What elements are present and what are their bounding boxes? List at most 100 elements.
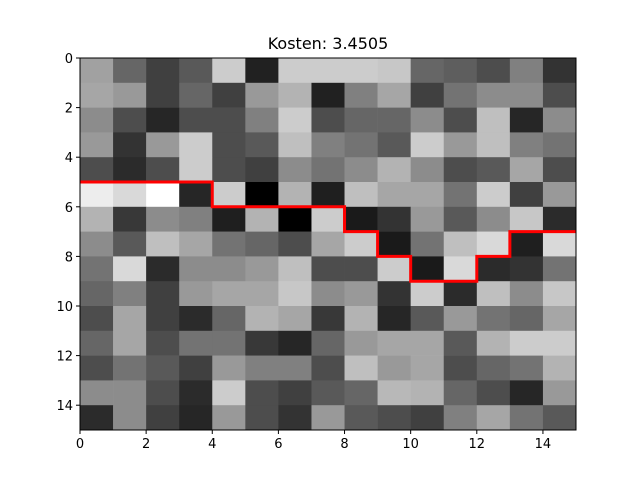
heatmap-cell — [443, 132, 478, 158]
heatmap-cell — [542, 306, 577, 332]
heatmap-cell — [311, 405, 345, 431]
heatmap-cell — [509, 132, 544, 158]
heatmap-cell — [410, 132, 445, 158]
heatmap-cell — [311, 107, 345, 133]
heatmap-cell — [146, 281, 180, 307]
heatmap-cell — [410, 355, 445, 381]
heatmap-cell — [245, 132, 279, 158]
heatmap-cell — [212, 206, 246, 232]
heatmap-cell — [542, 107, 577, 133]
heatmap-cell — [410, 82, 445, 108]
chart-title: Kosten: 3.4505 — [268, 34, 389, 53]
heatmap-cell — [245, 82, 279, 108]
heatmap-cell — [443, 58, 478, 84]
heatmap-cell — [179, 330, 213, 356]
heatmap-cell — [542, 405, 577, 431]
heatmap-cell — [311, 132, 345, 158]
heatmap-cell — [245, 231, 279, 257]
heatmap-cell — [542, 58, 577, 84]
heatmap-cell — [179, 306, 213, 332]
heatmap-cell — [113, 157, 147, 183]
heatmap-cell — [410, 256, 445, 282]
heatmap-cell — [377, 355, 411, 381]
heatmap-cell — [377, 330, 411, 356]
heatmap-cell — [443, 82, 478, 108]
heatmap-cell — [311, 306, 345, 332]
heatmap-cell — [509, 256, 544, 282]
x-tick-label: 8 — [340, 437, 348, 452]
heatmap-cell — [509, 281, 544, 307]
heatmap-cell — [311, 256, 345, 282]
heatmap-cell — [410, 231, 445, 257]
heatmap-cell — [212, 405, 246, 431]
heatmap-cell — [344, 256, 378, 282]
heatmap-cell — [212, 330, 246, 356]
heatmap-cell — [80, 182, 114, 208]
heatmap-cell — [113, 231, 147, 257]
heatmap-cell — [113, 355, 147, 381]
heatmap-cell — [179, 132, 213, 158]
heatmap-cell — [509, 405, 544, 431]
heatmap-cell — [80, 132, 114, 158]
heatmap-cell — [542, 281, 577, 307]
heatmap-cell — [80, 330, 114, 356]
heatmap-cell — [344, 107, 378, 133]
heatmap-cell — [410, 206, 445, 232]
heatmap-cell — [245, 330, 279, 356]
heatmap-cell — [476, 306, 511, 332]
heatmap-cell — [344, 132, 378, 158]
y-tick-label: 2 — [65, 102, 73, 117]
heatmap-cell — [146, 256, 180, 282]
heatmap-cell — [113, 281, 147, 307]
heatmap-cell — [542, 380, 577, 406]
heatmap-cell — [542, 132, 577, 158]
heatmap-cell — [179, 58, 213, 84]
heatmap-cell — [344, 182, 378, 208]
heatmap-cell — [311, 58, 345, 84]
heatmap-cell — [146, 405, 180, 431]
heatmap-cell — [80, 107, 114, 133]
heatmap-cell — [443, 157, 478, 183]
heatmap-cell — [476, 132, 511, 158]
heatmap-cell — [344, 306, 378, 332]
heatmap-cell — [245, 380, 279, 406]
x-tick-label: 6 — [274, 437, 282, 452]
heatmap-cell — [377, 256, 411, 282]
heatmap-cell — [443, 281, 478, 307]
heatmap-cell — [509, 182, 544, 208]
heatmap-cell — [245, 157, 279, 183]
heatmap-cell — [179, 157, 213, 183]
heatmap-cell — [179, 82, 213, 108]
heatmap-cell — [113, 107, 147, 133]
heatmap-cell — [146, 58, 180, 84]
heatmap-cell — [146, 132, 180, 158]
heatmap-cell — [377, 281, 411, 307]
heatmap-cell — [344, 281, 378, 307]
heatmap-cell — [212, 231, 246, 257]
heatmap-cell — [278, 306, 312, 332]
heatmap-cell — [542, 256, 577, 282]
y-tick-label: 4 — [65, 151, 73, 166]
heatmap-cell — [80, 256, 114, 282]
heatmap-cell — [509, 231, 544, 257]
heatmap-cell — [509, 380, 544, 406]
heatmap-cell — [245, 281, 279, 307]
heatmap-cell — [311, 182, 345, 208]
heatmap-cell — [212, 306, 246, 332]
y-tick-label: 6 — [65, 201, 73, 216]
heatmap-cell — [344, 355, 378, 381]
heatmap-cell — [212, 82, 246, 108]
heatmap-cell — [344, 82, 378, 108]
heatmap-cell — [476, 405, 511, 431]
heatmap-cell — [179, 107, 213, 133]
path-line — [80, 180, 576, 283]
heatmap-cell — [377, 58, 411, 84]
heatmap-cell — [146, 206, 180, 232]
heatmap-cell — [443, 182, 478, 208]
heatmap-cell — [278, 82, 312, 108]
heatmap-cell — [113, 206, 147, 232]
heatmap-cell — [542, 182, 577, 208]
heatmap-cell — [311, 157, 345, 183]
heatmap-cell — [278, 157, 312, 183]
heatmap-cell — [311, 330, 345, 356]
